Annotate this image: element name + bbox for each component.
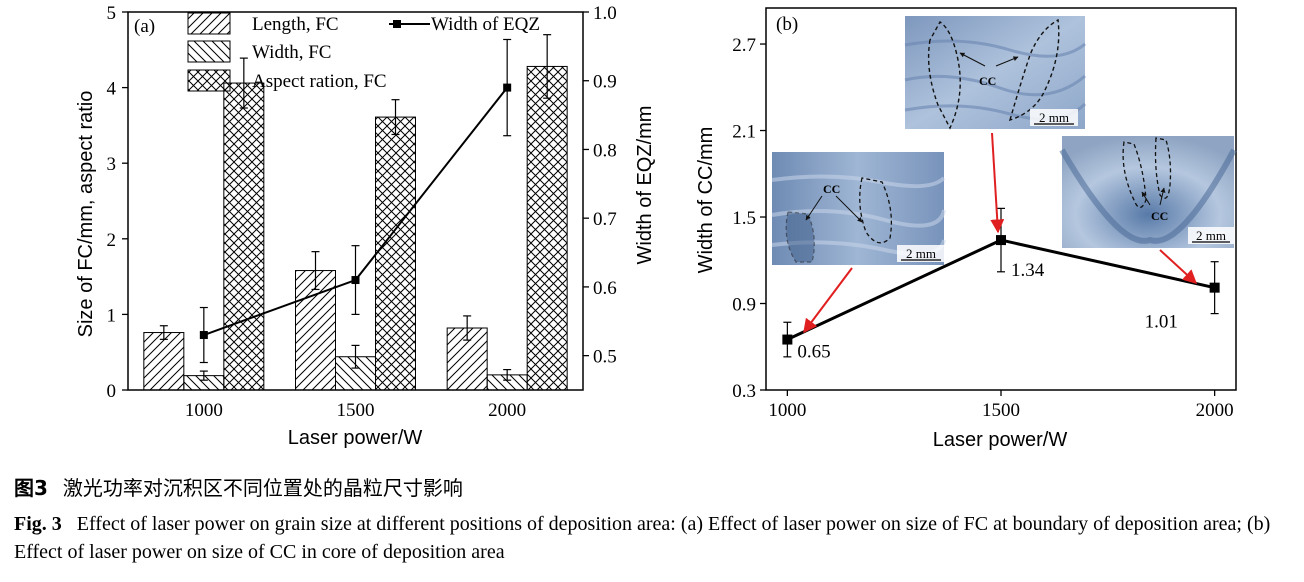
panel-a: 0 1 2 3 4 5 0.5 0.6 0.7 0.8 0.9 1.0 1000 1500 2000 (… <box>75 3 656 449</box>
a-legend: Length, FC Width, FC Aspect ration, FC W… <box>187 12 540 92</box>
a-right-ytick-label: 0.6 <box>593 278 617 299</box>
caption-cn-label: 图3 <box>14 476 48 500</box>
a-eqz-line-group <box>199 38 512 364</box>
error-bar-0-1000 <box>159 325 168 340</box>
b-xtick-label: 1500 <box>982 400 1020 421</box>
error-bar-0-1500 <box>311 251 320 291</box>
bar-length-1000 <box>143 332 185 391</box>
b-x-axis-label: Laser power/W <box>933 429 1068 451</box>
a-right-ytick-label: 0.7 <box>593 209 617 230</box>
inset-2000-scale-bar: 2 mm <box>1196 228 1226 243</box>
b-xtick-label: 2000 <box>1196 400 1234 421</box>
eqz-point-1500 <box>351 276 360 285</box>
inset-1500-cc-label: CC <box>979 74 996 88</box>
legend-label-aspect: Aspect ration, FC <box>252 71 387 92</box>
a-ytick-label: 5 <box>107 3 117 24</box>
b-xtick-label: 1000 <box>768 400 806 421</box>
error-bar-0-2000 <box>463 315 472 341</box>
caption-en-text: Effect of laser power on grain size at d… <box>14 513 1271 563</box>
inset-micrograph-2000: CC 2 mm <box>1059 136 1237 248</box>
legend-swatch-aspect <box>187 69 231 92</box>
a-ytick-label: 0 <box>107 381 117 402</box>
a-ytick-label: 3 <box>107 154 117 175</box>
a-right-ytick-label: 1.0 <box>593 3 617 24</box>
a-ytick-label: 1 <box>107 305 117 326</box>
cc-point-2000 <box>1209 282 1220 293</box>
inset-micrograph-1500: CC 2 mm <box>904 16 1087 130</box>
cc-point-1000 <box>782 334 793 345</box>
figure: 0 1 2 3 4 5 0.5 0.6 0.7 0.8 0.9 1.0 1000 1500 2000 (… <box>75 3 1237 451</box>
a-right-ytick-label: 0.5 <box>593 347 617 368</box>
b-ytick-label: 0.3 <box>732 381 756 402</box>
eqz-point-2000 <box>503 83 512 92</box>
legend-label-width: Width, FC <box>252 42 331 63</box>
b-ytick-label: 2.1 <box>732 122 756 143</box>
bar-aspect-ration-1500 <box>375 116 416 391</box>
bar-aspect-ration-2000 <box>526 65 568 391</box>
a-right-ytick-label: 0.8 <box>593 140 617 161</box>
b-panel-label: (b) <box>776 14 798 35</box>
legend-label-eqz: Width of EQZ <box>431 14 540 35</box>
b-y-axis-ticks: 0.3 0.9 1.5 2.1 2.7 <box>732 35 766 402</box>
legend-eqz-marker <box>393 20 401 28</box>
cc-data-label-1500: 1.34 <box>1011 260 1045 281</box>
caption-english: Fig. 3 Effect of laser power on grain si… <box>14 510 1299 566</box>
a-ytick-label: 4 <box>107 79 117 100</box>
cc-point-1500 <box>996 235 1006 246</box>
caption-cn-text: 激光功率对沉积区不同位置处的晶粒尺寸影响 <box>62 476 463 500</box>
cc-data-label-2000: 1.01 <box>1145 312 1178 333</box>
a-right-ytick-label: 0.9 <box>593 72 617 93</box>
red-arrow-2000 <box>1159 249 1198 284</box>
a-xtick-label: 1500 <box>337 400 375 421</box>
b-ytick-label: 0.9 <box>732 295 756 316</box>
red-arrow-1500 <box>990 132 1005 234</box>
panel-b: 0.3 0.9 1.5 2.1 2.7 1000 1500 2000 0.65 1.34 1.0… <box>695 7 1237 451</box>
legend-swatch-width <box>187 40 231 63</box>
a-bars-group <box>143 65 568 391</box>
error-bar-1-1000 <box>199 370 208 381</box>
eqz-point-1000 <box>199 331 208 340</box>
a-left-axis-ticks: 0 1 2 3 4 5 <box>107 3 128 402</box>
inset-micrograph-1000: CC 2 mm <box>771 152 946 265</box>
inset-1000-cc-label: CC <box>823 182 840 196</box>
cc-data-label-1000: 0.65 <box>797 342 830 363</box>
inset-1500-scale-bar: 2 mm <box>1039 110 1069 125</box>
caption-en-label: Fig. 3 <box>14 513 62 535</box>
a-error-bars-group <box>159 34 552 381</box>
caption-chinese: 图3 激光功率对沉积区不同位置处的晶粒尺寸影响 <box>14 474 463 503</box>
b-ytick-label: 1.5 <box>732 208 756 229</box>
a-right-axis-ticks: 0.5 0.6 0.7 0.8 0.9 1.0 <box>583 3 617 368</box>
a-xtick-label: 2000 <box>488 400 526 421</box>
error-bar-2-1500 <box>391 99 400 136</box>
a-xtick-label: 1000 <box>185 400 223 421</box>
legend-swatch-length <box>187 12 231 35</box>
a-y-axis-label: Size of FC/mm, aspect ratio <box>75 91 97 338</box>
a-x-axis-ticks: 1000 1500 2000 <box>185 400 526 421</box>
b-ytick-label: 2.7 <box>732 35 756 56</box>
b-cc-line-group: 0.65 1.34 1.01 <box>782 207 1220 363</box>
error-bar-2-2000 <box>543 34 552 99</box>
red-arrow-1000 <box>803 267 853 334</box>
error-bar-1-2000 <box>503 368 512 381</box>
bar-aspect-ration-1000 <box>223 82 265 391</box>
error-bar-2-1000 <box>239 57 248 109</box>
legend-label-length: Length, FC <box>252 14 339 35</box>
error-bar-1-1500 <box>351 344 360 369</box>
a-plot-frame <box>127 11 584 391</box>
a-x-axis-label: Laser power/W <box>288 427 423 449</box>
a-ytick-label: 2 <box>107 230 117 251</box>
a-right-y-axis-label: Width of EQZ/mm <box>634 106 656 265</box>
inset-2000-cc-label: CC <box>1151 209 1168 223</box>
b-x-axis-ticks: 1000 1500 2000 <box>768 390 1234 421</box>
b-y-axis-label: Width of CC/mm <box>695 127 717 274</box>
a-panel-label: (a) <box>134 16 155 37</box>
inset-1000-scale-bar: 2 mm <box>906 246 936 261</box>
